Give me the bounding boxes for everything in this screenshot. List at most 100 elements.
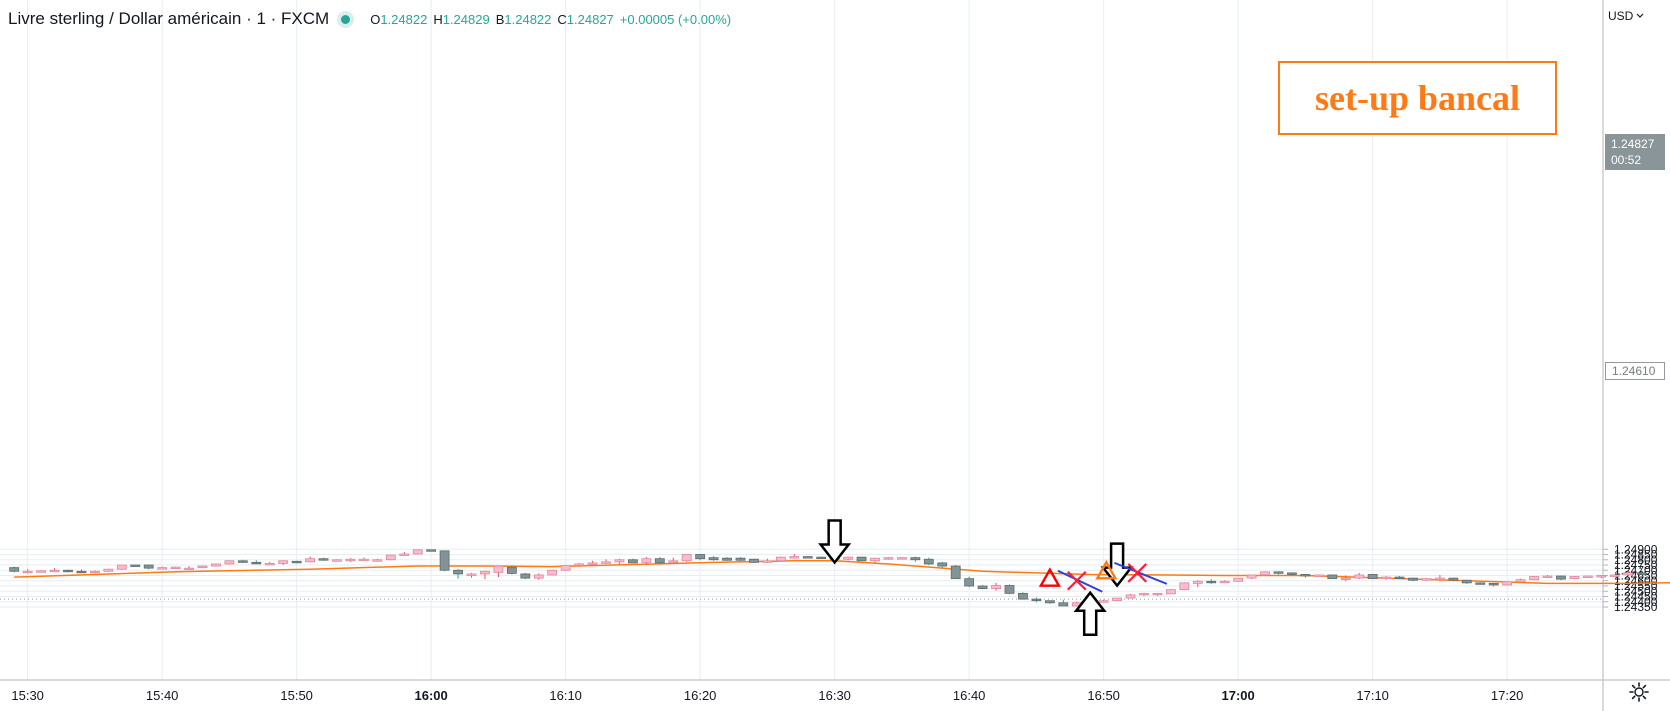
- candle: [466, 573, 477, 576]
- price-tick-label: 1.24500: [1614, 584, 1658, 598]
- candle: [1327, 574, 1338, 580]
- price-tick-label: 1.24400: [1614, 595, 1658, 609]
- candle: [237, 560, 248, 563]
- open-value: 1.24822: [380, 11, 428, 27]
- candle: [143, 564, 154, 569]
- candle: [1058, 602, 1069, 607]
- candle: [749, 558, 759, 563]
- candle: [1152, 592, 1163, 596]
- candle: [560, 565, 571, 571]
- close-label: C: [557, 11, 567, 27]
- cross-icon: [1127, 563, 1148, 583]
- candle: [372, 559, 383, 562]
- gear-icon[interactable]: [1628, 681, 1650, 703]
- candle: [910, 557, 921, 561]
- candle: [1139, 592, 1149, 596]
- candle: [1515, 579, 1526, 583]
- candle: [1031, 598, 1042, 602]
- candle: [1596, 575, 1607, 578]
- candle: [1421, 578, 1432, 581]
- triangle-icon: [1038, 567, 1061, 587]
- candle: [991, 585, 1001, 590]
- currency-button[interactable]: USD: [1608, 6, 1664, 26]
- price-tick-label: 1.24900: [1614, 542, 1658, 556]
- cross-icon: [1066, 570, 1087, 591]
- candle: [1125, 594, 1136, 599]
- candle: [116, 564, 127, 570]
- candle: [493, 565, 504, 573]
- candle: [345, 558, 356, 562]
- candle: [1260, 571, 1270, 576]
- hollow-arrow-icon: [818, 519, 852, 565]
- candle: [722, 557, 732, 561]
- setup-annotation-text: set-up bancal: [1314, 78, 1521, 118]
- low-label: B: [495, 11, 505, 27]
- candle: [1044, 600, 1055, 604]
- candle: [1166, 589, 1176, 595]
- candle: [385, 554, 396, 561]
- change-value: +0.00005 (+0.00%): [619, 11, 732, 27]
- candle: [601, 561, 611, 564]
- candle: [1556, 575, 1566, 580]
- candle: [318, 558, 329, 561]
- candle: [628, 559, 638, 564]
- candle: [157, 567, 168, 570]
- candle: [1502, 581, 1513, 586]
- time-tick-label: 16:40: [953, 688, 986, 703]
- candle: [762, 560, 773, 563]
- countdown-label: 00:52: [1611, 153, 1642, 167]
- cross-guide-line: [1114, 561, 1168, 585]
- time-tick-label: 16:10: [549, 688, 582, 703]
- candle: [695, 554, 706, 560]
- time-tick-label: 15:30: [11, 688, 44, 703]
- candle: [1300, 574, 1311, 577]
- candle: [1394, 576, 1405, 579]
- candle: [305, 558, 316, 563]
- candle: [883, 557, 894, 560]
- high-label: H: [433, 11, 443, 27]
- candle: [1192, 580, 1203, 584]
- candle: [1287, 572, 1297, 575]
- candle: [76, 570, 87, 574]
- candle: [1219, 580, 1230, 584]
- close-value: 1.24827: [566, 11, 614, 27]
- candle: [1112, 597, 1122, 602]
- candle: [533, 574, 544, 579]
- triangle-icon: [1095, 559, 1118, 580]
- price-tick-label: 1.24850: [1614, 548, 1658, 562]
- hollow-arrow-icon: [1073, 590, 1107, 636]
- candle: [1354, 574, 1365, 579]
- setup-annotation-box[interactable]: set-up bancal: [1278, 61, 1557, 135]
- candle: [358, 558, 369, 562]
- candle: [90, 570, 100, 574]
- candle: [870, 557, 880, 562]
- candle: [49, 569, 60, 573]
- low-value: 1.24822: [504, 11, 552, 27]
- open-label: O: [370, 11, 381, 27]
- candle: [977, 585, 988, 590]
- symbol-title[interactable]: Livre sterling / Dollar américain · 1 · …: [8, 9, 330, 28]
- candle: [937, 562, 948, 567]
- candle: [426, 549, 437, 552]
- candle: [36, 570, 46, 573]
- candle: [278, 560, 289, 564]
- candle: [1206, 580, 1217, 584]
- candle: [439, 550, 450, 571]
- candle: [1367, 574, 1378, 580]
- candle: [923, 558, 934, 565]
- high-value: 1.24829: [442, 11, 490, 27]
- time-tick-label: 16:30: [818, 688, 851, 703]
- candle: [211, 563, 221, 567]
- candle: [480, 570, 490, 575]
- candle: [22, 570, 33, 574]
- candle: [1273, 571, 1284, 574]
- candle: [1098, 600, 1109, 603]
- candle: [63, 569, 73, 573]
- price-tick-label: 1.24750: [1614, 558, 1658, 572]
- cross-guide-line: [1057, 569, 1103, 593]
- time-tick-label: 15:50: [280, 688, 313, 703]
- candle: [520, 573, 531, 579]
- time-tick-label: 16:00: [415, 688, 448, 703]
- candle: [251, 561, 262, 565]
